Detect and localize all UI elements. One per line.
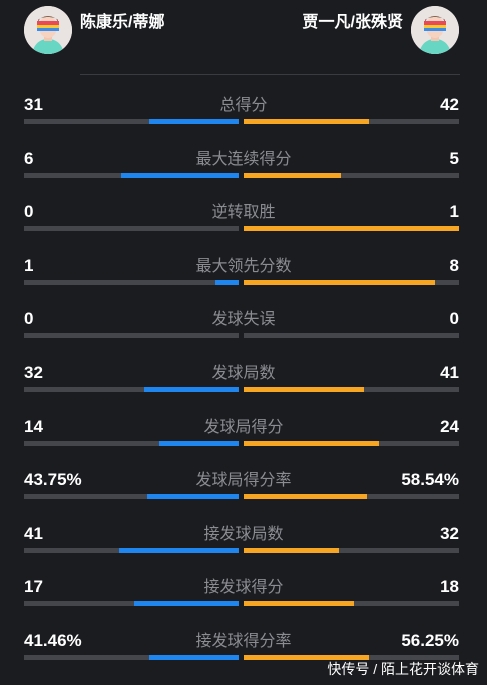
- right-stat-bar-fill: [244, 601, 354, 607]
- left-team-name: 陈康乐/蒂娜: [80, 14, 165, 31]
- right-stat-value: 8: [449, 255, 459, 275]
- left-stat-bar-track: [24, 547, 239, 553]
- right-stat-bar-track: [244, 226, 459, 232]
- left-stat-bar-fill: [134, 601, 239, 607]
- left-stat-bar-track: [24, 279, 239, 285]
- stat-row: 14 发球局得分 24: [0, 417, 487, 471]
- right-stat-bar-track: [244, 655, 459, 660]
- stat-row: 43.75% 发球局得分率 58.54%: [0, 470, 487, 524]
- left-stat-bar-track: [24, 440, 239, 446]
- player-avatar-icon: [24, 6, 72, 54]
- left-stat-value: 1: [24, 255, 34, 275]
- right-stat-bar-track: [244, 387, 459, 392]
- stat-label: 发球局得分: [203, 418, 284, 436]
- stat-row: 17 接发球得分 18: [0, 577, 487, 631]
- stat-label: 发球局数: [211, 365, 276, 382]
- left-stat-bar-track: [24, 601, 239, 607]
- stat-label: 发球失误: [211, 311, 276, 329]
- right-team-name: 贾一凡/张殊贤: [302, 14, 403, 31]
- left-stat-bar-track: [24, 655, 239, 660]
- left-stat-bar-fill: [147, 494, 239, 500]
- right-stat-value: 58.54%: [401, 470, 459, 490]
- right-stat-value: 1: [449, 202, 459, 222]
- left-stat-value: 17: [24, 577, 43, 597]
- left-stat-bar-fill: [215, 279, 239, 285]
- player-avatar-icon: [411, 6, 459, 54]
- stat-row: 41.46% 接发球得分率 56.25%: [0, 631, 487, 685]
- left-stat-bar-track: [24, 119, 239, 124]
- right-stat-value: 0: [449, 309, 459, 329]
- stat-row: 1 最大领先分数 8: [0, 256, 487, 310]
- right-stat-value: 24: [440, 416, 459, 436]
- right-stat-bar-fill: [244, 387, 364, 392]
- left-stat-value: 43.75%: [24, 470, 82, 490]
- left-stat-bar-fill: [121, 172, 239, 178]
- left-team-avatar[interactable]: [24, 6, 72, 54]
- left-stat-bar-fill: [149, 119, 239, 124]
- stat-row: 0 发球失误 0: [0, 309, 487, 363]
- stat-row: 32 发球局数 41: [0, 363, 487, 417]
- right-stat-bar-fill: [244, 119, 369, 124]
- left-stat-bar-track: [24, 387, 239, 392]
- stat-label: 接发球得分率: [195, 633, 292, 650]
- right-stat-value: 18: [440, 577, 459, 597]
- left-stat-value: 32: [24, 363, 43, 382]
- right-stat-bar-fill: [244, 279, 435, 285]
- left-stat-bar-track: [24, 226, 239, 232]
- left-stat-bar-track: [24, 494, 239, 500]
- stat-label: 最大连续得分: [195, 150, 292, 168]
- match-header: 陈康乐/蒂娜 贾一凡/张殊贤: [0, 0, 487, 76]
- stat-label: 逆转取胜: [211, 204, 276, 222]
- left-stat-value: 0: [24, 202, 34, 222]
- right-stat-bar-fill: [244, 494, 367, 500]
- left-stat-bar-fill: [144, 387, 239, 392]
- left-stat-value: 6: [24, 148, 34, 168]
- left-stat-value: 41.46%: [24, 631, 82, 650]
- left-stat-value: 41: [24, 523, 43, 543]
- right-stat-bar-fill: [244, 172, 341, 178]
- stat-label: 发球局得分率: [195, 472, 292, 490]
- stat-label: 最大领先分数: [195, 257, 292, 275]
- stat-label: 接发球得分: [203, 579, 284, 597]
- left-stat-bar-fill: [159, 440, 239, 446]
- left-stat-value: 0: [24, 309, 34, 329]
- left-stat-value: 31: [24, 95, 43, 114]
- left-stat-bar-fill: [119, 547, 239, 553]
- right-stat-value: 42: [440, 95, 459, 114]
- stat-row: 41 接发球局数 32: [0, 524, 487, 578]
- right-stat-bar-track: [244, 172, 459, 178]
- right-stat-value: 5: [449, 148, 459, 168]
- right-stat-bar-track: [244, 547, 459, 553]
- right-team-avatar[interactable]: [411, 6, 459, 54]
- right-stat-bar-track: [244, 494, 459, 500]
- right-stat-bar-fill: [244, 547, 339, 553]
- left-stat-bar-track: [24, 333, 239, 339]
- right-stat-bar-track: [244, 279, 459, 285]
- watermark: 快传号 / 陌上花开谈体育: [327, 661, 479, 677]
- stat-label: 总得分: [219, 97, 268, 114]
- left-stat-bar-fill: [149, 655, 239, 660]
- stat-row: 31 总得分 42: [0, 95, 487, 149]
- stat-row: 6 最大连续得分 5: [0, 149, 487, 203]
- right-stat-bar-fill: [244, 226, 459, 232]
- right-stat-bar-track: [244, 119, 459, 124]
- stat-label: 接发球局数: [203, 525, 284, 543]
- right-stat-value: 41: [440, 363, 459, 382]
- left-stat-value: 14: [24, 416, 43, 436]
- right-stat-bar-fill: [244, 440, 379, 446]
- header-divider: [80, 74, 460, 75]
- right-stat-value: 32: [440, 523, 459, 543]
- right-stat-bar-track: [244, 601, 459, 607]
- right-stat-bar-track: [244, 333, 459, 339]
- right-stat-value: 56.25%: [401, 631, 459, 650]
- right-stat-bar-track: [244, 440, 459, 446]
- stat-row: 0 逆转取胜 1: [0, 202, 487, 256]
- left-stat-bar-track: [24, 172, 239, 178]
- right-stat-bar-fill: [244, 655, 369, 660]
